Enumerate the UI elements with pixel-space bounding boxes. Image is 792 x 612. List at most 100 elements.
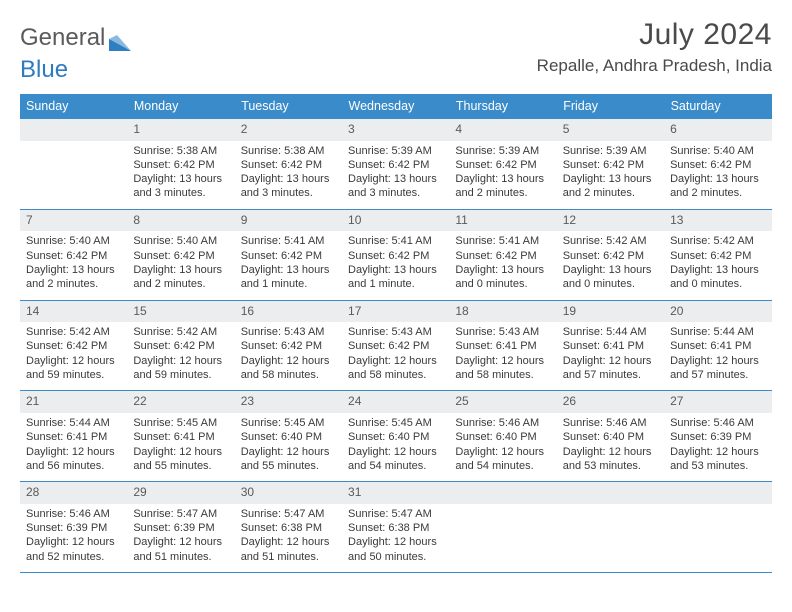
day-number-cell: 12 — [557, 209, 664, 231]
day-number-cell: 5 — [557, 119, 664, 141]
day-info-cell: Sunrise: 5:39 AMSunset: 6:42 PMDaylight:… — [557, 141, 664, 210]
day-info-cell: Sunrise: 5:47 AMSunset: 6:39 PMDaylight:… — [127, 504, 234, 573]
sunset-text: Sunset: 6:42 PM — [670, 158, 765, 172]
sunrise-text: Sunrise: 5:40 AM — [26, 234, 121, 248]
day-info-cell: Sunrise: 5:42 AMSunset: 6:42 PMDaylight:… — [127, 322, 234, 391]
month-title: July 2024 — [537, 18, 772, 52]
day-number-cell: 9 — [235, 209, 342, 231]
sunrise-text: Sunrise: 5:41 AM — [241, 234, 336, 248]
daylight-text-1: Daylight: 12 hours — [348, 535, 443, 549]
sunrise-text: Sunrise: 5:39 AM — [563, 144, 658, 158]
sunrise-text: Sunrise: 5:46 AM — [455, 416, 550, 430]
day-number-cell — [664, 482, 771, 504]
daylight-text-2: and 54 minutes. — [348, 459, 443, 473]
sunset-text: Sunset: 6:42 PM — [133, 249, 228, 263]
day-number-cell: 23 — [235, 391, 342, 413]
day-number-cell: 25 — [449, 391, 556, 413]
calendar-table: Sunday Monday Tuesday Wednesday Thursday… — [20, 94, 772, 573]
daylight-text-2: and 55 minutes. — [241, 459, 336, 473]
sunset-text: Sunset: 6:38 PM — [241, 521, 336, 535]
daylight-text-2: and 53 minutes. — [563, 459, 658, 473]
day-info-cell: Sunrise: 5:39 AMSunset: 6:42 PMDaylight:… — [342, 141, 449, 210]
daylight-text-1: Daylight: 12 hours — [455, 354, 550, 368]
day-number-cell: 14 — [20, 300, 127, 322]
brand-word2: Blue — [20, 56, 68, 83]
sunset-text: Sunset: 6:42 PM — [133, 158, 228, 172]
sunrise-text: Sunrise: 5:47 AM — [348, 507, 443, 521]
day-number-cell: 20 — [664, 300, 771, 322]
daylight-text-2: and 2 minutes. — [455, 186, 550, 200]
daylight-text-2: and 50 minutes. — [348, 550, 443, 564]
day-number-cell: 27 — [664, 391, 771, 413]
sunset-text: Sunset: 6:40 PM — [563, 430, 658, 444]
sunset-text: Sunset: 6:42 PM — [455, 158, 550, 172]
day-info-cell: Sunrise: 5:40 AMSunset: 6:42 PMDaylight:… — [664, 141, 771, 210]
weekday-header: Saturday — [664, 94, 771, 119]
daylight-text-2: and 51 minutes. — [241, 550, 336, 564]
day-number-cell: 31 — [342, 482, 449, 504]
weekday-header: Sunday — [20, 94, 127, 119]
day-number-cell: 6 — [664, 119, 771, 141]
calendar-body: 123456 Sunrise: 5:38 AMSunset: 6:42 PMDa… — [20, 119, 772, 572]
daylight-text-1: Daylight: 13 hours — [133, 172, 228, 186]
daylight-text-2: and 3 minutes. — [348, 186, 443, 200]
day-info-cell: Sunrise: 5:45 AMSunset: 6:40 PMDaylight:… — [235, 413, 342, 482]
daylight-text-1: Daylight: 12 hours — [455, 445, 550, 459]
daylight-text-1: Daylight: 13 hours — [670, 172, 765, 186]
sunset-text: Sunset: 6:42 PM — [348, 158, 443, 172]
day-number-cell: 2 — [235, 119, 342, 141]
daylight-text-1: Daylight: 13 hours — [563, 172, 658, 186]
day-info-cell: Sunrise: 5:39 AMSunset: 6:42 PMDaylight:… — [449, 141, 556, 210]
day-info-row: Sunrise: 5:38 AMSunset: 6:42 PMDaylight:… — [20, 141, 772, 210]
daylight-text-1: Daylight: 12 hours — [26, 535, 121, 549]
day-number-cell — [557, 482, 664, 504]
sunset-text: Sunset: 6:41 PM — [563, 339, 658, 353]
day-number-cell: 11 — [449, 209, 556, 231]
weekday-header-row: Sunday Monday Tuesday Wednesday Thursday… — [20, 94, 772, 119]
sunrise-text: Sunrise: 5:40 AM — [133, 234, 228, 248]
day-number-cell: 24 — [342, 391, 449, 413]
sunset-text: Sunset: 6:39 PM — [133, 521, 228, 535]
day-info-cell — [664, 504, 771, 573]
day-number-row: 21222324252627 — [20, 391, 772, 413]
sunrise-text: Sunrise: 5:44 AM — [670, 325, 765, 339]
day-number-cell: 1 — [127, 119, 234, 141]
day-number-cell — [20, 119, 127, 141]
sunrise-text: Sunrise: 5:43 AM — [241, 325, 336, 339]
sunrise-text: Sunrise: 5:47 AM — [133, 507, 228, 521]
daylight-text-1: Daylight: 12 hours — [348, 445, 443, 459]
day-number-cell: 3 — [342, 119, 449, 141]
daylight-text-1: Daylight: 12 hours — [348, 354, 443, 368]
sunrise-text: Sunrise: 5:42 AM — [26, 325, 121, 339]
day-info-cell: Sunrise: 5:41 AMSunset: 6:42 PMDaylight:… — [235, 231, 342, 300]
day-info-cell: Sunrise: 5:40 AMSunset: 6:42 PMDaylight:… — [127, 231, 234, 300]
day-info-cell: Sunrise: 5:38 AMSunset: 6:42 PMDaylight:… — [127, 141, 234, 210]
brand-logo: General — [20, 18, 131, 52]
day-info-cell: Sunrise: 5:38 AMSunset: 6:42 PMDaylight:… — [235, 141, 342, 210]
day-number-row: 28293031 — [20, 482, 772, 504]
sunset-text: Sunset: 6:42 PM — [563, 249, 658, 263]
sunrise-text: Sunrise: 5:46 AM — [670, 416, 765, 430]
weekday-header: Wednesday — [342, 94, 449, 119]
day-number-cell: 13 — [664, 209, 771, 231]
daylight-text-2: and 2 minutes. — [670, 186, 765, 200]
weekday-header: Thursday — [449, 94, 556, 119]
daylight-text-2: and 53 minutes. — [670, 459, 765, 473]
sunset-text: Sunset: 6:39 PM — [26, 521, 121, 535]
sunset-text: Sunset: 6:42 PM — [26, 339, 121, 353]
day-number-cell: 19 — [557, 300, 664, 322]
day-info-cell: Sunrise: 5:42 AMSunset: 6:42 PMDaylight:… — [20, 322, 127, 391]
brand-word1: General — [20, 24, 105, 52]
daylight-text-1: Daylight: 12 hours — [133, 535, 228, 549]
daylight-text-1: Daylight: 13 hours — [241, 263, 336, 277]
daylight-text-1: Daylight: 12 hours — [26, 354, 121, 368]
sunset-text: Sunset: 6:41 PM — [670, 339, 765, 353]
sunrise-text: Sunrise: 5:45 AM — [348, 416, 443, 430]
sunrise-text: Sunrise: 5:45 AM — [241, 416, 336, 430]
sunrise-text: Sunrise: 5:46 AM — [26, 507, 121, 521]
sunset-text: Sunset: 6:41 PM — [133, 430, 228, 444]
sunset-text: Sunset: 6:42 PM — [455, 249, 550, 263]
daylight-text-1: Daylight: 12 hours — [241, 354, 336, 368]
sunset-text: Sunset: 6:42 PM — [26, 249, 121, 263]
sunset-text: Sunset: 6:42 PM — [133, 339, 228, 353]
